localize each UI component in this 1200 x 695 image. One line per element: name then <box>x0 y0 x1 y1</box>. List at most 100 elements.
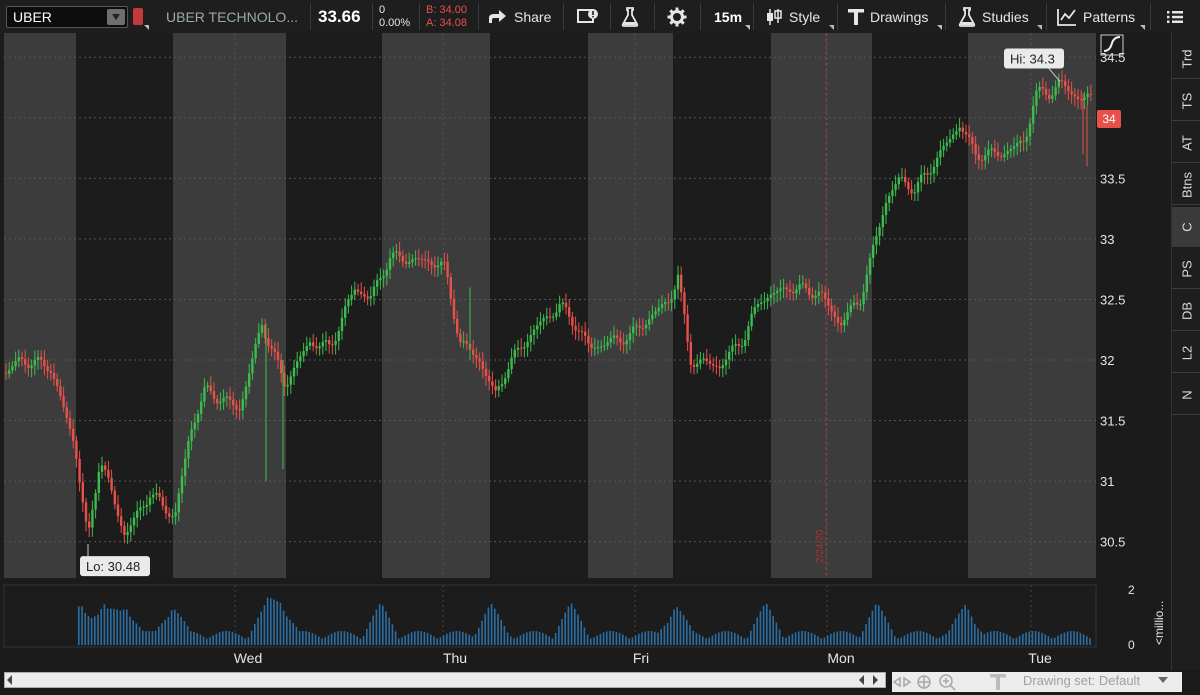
volume-bar <box>452 631 454 645</box>
volume-bar <box>948 630 950 645</box>
candle-body <box>1089 93 1092 95</box>
volume-bar <box>1070 631 1072 645</box>
lo-label: Lo: 30.48 <box>86 559 140 574</box>
candle-body <box>529 335 532 342</box>
candle-body <box>36 356 40 361</box>
volume-bar <box>439 637 442 645</box>
volume-bar <box>593 637 595 645</box>
volume-bar <box>391 624 394 645</box>
timeframe-selector[interactable]: 15m <box>714 0 742 33</box>
candle-body <box>702 358 705 360</box>
candle-body <box>324 340 328 342</box>
chart-alert-button[interactable] <box>577 0 599 33</box>
studies-button[interactable]: Studies <box>958 0 1029 33</box>
candle-body <box>120 516 123 526</box>
studies-menu-icon[interactable] <box>1037 25 1042 30</box>
flask-button[interactable] <box>621 0 639 33</box>
style-label: Style <box>789 8 821 25</box>
volume-bar <box>926 632 928 645</box>
style-button[interactable]: Style <box>765 0 820 33</box>
volume-bar <box>874 604 877 645</box>
candle-body <box>350 294 353 300</box>
symbol-selector[interactable]: UBER <box>6 6 128 28</box>
style-menu-icon[interactable] <box>829 25 834 30</box>
drawing-set-dropdown-icon[interactable] <box>1158 677 1168 683</box>
candle-body <box>625 340 628 345</box>
drawings-button[interactable]: Drawings <box>848 0 928 33</box>
volume-bar <box>353 634 355 645</box>
candle-body <box>388 258 392 270</box>
alert-flag-icon[interactable] <box>133 8 143 25</box>
price-tick-label: 30.5 <box>1100 535 1125 550</box>
tab-l2[interactable]: L2 <box>1172 333 1200 373</box>
volume-bar <box>305 631 307 645</box>
candle-body <box>56 379 59 387</box>
volume-bar <box>228 631 230 645</box>
candle-body <box>718 366 721 369</box>
candle-body <box>724 359 728 366</box>
volume-bar <box>404 635 406 645</box>
volume-bar <box>676 607 678 645</box>
studies-flask-icon <box>958 6 976 27</box>
last-price: 33.66 <box>318 0 361 33</box>
patterns-button[interactable]: Patterns <box>1057 0 1135 33</box>
volume-bar <box>161 623 163 645</box>
volume-bar <box>679 610 682 645</box>
volume-bar <box>225 631 227 645</box>
price-chart[interactable]: 2/24/20 Hi: 34.3 Lo: 30.48 34.5 34 33.5 33 32.5… <box>0 33 1171 670</box>
tab-at[interactable]: AT <box>1172 123 1200 163</box>
candle-body <box>952 134 955 139</box>
candle-body <box>168 513 171 517</box>
last-price-text: 33.66 <box>318 6 361 26</box>
candle-body <box>993 148 996 152</box>
symbol-dropdown-icon[interactable] <box>107 9 125 25</box>
menu-button[interactable] <box>1167 0 1183 33</box>
candle-body <box>833 311 836 317</box>
tab-c[interactable]: C <box>1172 207 1200 247</box>
candle-body <box>411 259 414 263</box>
volume-bar <box>839 631 842 645</box>
volume-bar <box>513 638 515 645</box>
volume-bar <box>980 631 982 645</box>
tab-btns[interactable]: Btns <box>1172 165 1200 205</box>
volume-bar <box>846 631 848 645</box>
candle-body <box>728 351 731 360</box>
tab-ts[interactable]: TS <box>1172 81 1200 121</box>
candle-body <box>126 532 129 536</box>
candle-body <box>228 396 232 400</box>
price-tick-label: 33.5 <box>1100 171 1125 186</box>
candle-body <box>459 333 462 343</box>
volume-bar <box>385 611 387 645</box>
candle-body <box>1000 156 1003 158</box>
candle-body <box>1048 94 1051 100</box>
drawings-menu-icon[interactable] <box>937 25 942 30</box>
scroll-back-icon[interactable] <box>859 675 864 685</box>
share-button[interactable]: Share <box>487 0 551 33</box>
timeframe-menu-icon[interactable] <box>745 25 750 30</box>
volume-bar <box>865 624 867 645</box>
tab-trd[interactable]: Trd <box>1172 39 1200 79</box>
candle-body <box>494 385 497 391</box>
tab-n[interactable]: N <box>1172 375 1200 415</box>
zoom-tools-icon[interactable] <box>892 672 972 692</box>
settings-button[interactable] <box>667 0 687 33</box>
candle-body <box>203 387 206 402</box>
horizontal-scrollbar[interactable] <box>4 672 886 688</box>
candle-body <box>299 356 302 362</box>
volume-bar <box>567 606 570 645</box>
candle-body <box>721 365 724 369</box>
scroll-right-icon[interactable] <box>873 675 878 685</box>
candle-body <box>334 340 337 345</box>
volume-bar <box>772 615 774 645</box>
drawing-set-label[interactable]: Drawing set: Default <box>1023 673 1141 688</box>
tab-ps[interactable]: PS <box>1172 249 1200 289</box>
candle-body <box>1022 140 1025 142</box>
candle-body <box>779 288 782 291</box>
patterns-menu-icon[interactable] <box>1140 25 1145 30</box>
candle-body <box>184 458 187 477</box>
candle-body <box>408 262 411 264</box>
flag-menu-icon[interactable] <box>144 25 149 30</box>
tab-db[interactable]: DB <box>1172 291 1200 331</box>
scroll-left-icon[interactable] <box>7 675 12 685</box>
drawing-text-icon[interactable] <box>990 674 1006 690</box>
